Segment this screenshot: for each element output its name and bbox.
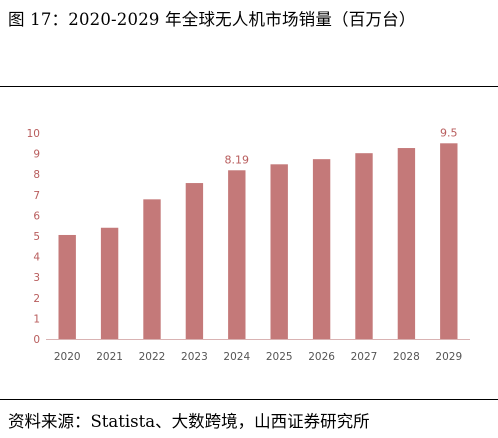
y-tick-label: 0	[33, 334, 40, 346]
bar-2024	[228, 170, 246, 339]
data-label: 8.19	[225, 153, 250, 166]
data-label: 9.5	[440, 126, 458, 139]
figure-source: 资料来源：Statista、大数跨境，山西证券研究所	[8, 412, 370, 431]
x-tick-label: 2020	[54, 351, 81, 363]
bottom-rule	[0, 399, 498, 400]
x-tick-label: 2029	[435, 351, 462, 363]
x-tick-label: 2025	[266, 351, 293, 363]
y-tick-label: 9	[33, 149, 40, 161]
y-tick-label: 3	[33, 272, 40, 284]
figure-title: 图 17：2020-2029 年全球无人机市场销量（百万台）	[8, 10, 416, 29]
bar-2020	[58, 234, 76, 339]
y-tick-label: 10	[27, 128, 40, 140]
y-tick-label: 2	[33, 293, 40, 305]
x-tick-label: 2024	[223, 351, 250, 363]
bar-2029	[440, 143, 458, 339]
y-axis-ticks: 0 1 2 3 4 5 6 7 8 9 10	[27, 128, 41, 346]
bar-2028	[397, 148, 416, 339]
x-tick-label: 2023	[181, 351, 208, 363]
bars	[58, 143, 458, 339]
data-labels: 8.19 9.5	[225, 126, 458, 166]
bar-2026	[312, 159, 331, 339]
y-tick-label: 7	[33, 190, 40, 202]
bar-2027	[355, 153, 373, 339]
x-tick-label: 2027	[351, 351, 378, 363]
x-tick-label: 2021	[96, 351, 123, 363]
x-tick-label: 2028	[393, 351, 420, 363]
bar-2021	[100, 227, 119, 339]
bar-2023	[185, 183, 204, 339]
bar-2022	[143, 199, 161, 339]
y-tick-label: 8	[33, 169, 40, 181]
bar-2025	[270, 164, 288, 339]
y-tick-label: 6	[33, 210, 40, 222]
x-tick-label: 2026	[308, 351, 335, 363]
top-rule	[0, 86, 498, 87]
y-tick-label: 4	[33, 252, 40, 264]
x-axis-labels: 2020 2021 2022 2023 2024 2025 2026 2027 2028 2029	[54, 351, 462, 363]
y-tick-label: 1	[33, 313, 40, 325]
y-tick-label: 5	[33, 231, 40, 243]
x-tick-label: 2022	[139, 351, 166, 363]
